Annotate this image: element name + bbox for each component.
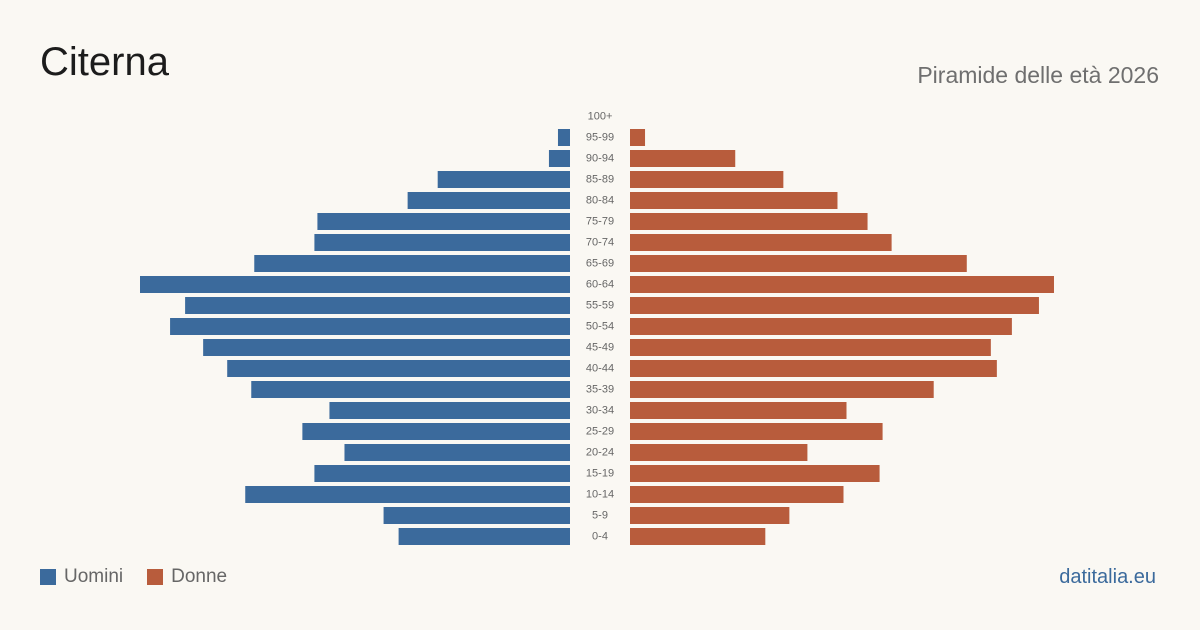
bar-men-95-99	[557, 129, 570, 146]
bar-women-95-99	[630, 129, 646, 146]
bar-men-60-64	[140, 276, 570, 293]
bar-men-90-94	[548, 150, 570, 167]
bar-men-65-69	[254, 255, 570, 272]
legend-item-men: Uomini	[40, 566, 123, 588]
bar-women-75-79	[630, 213, 868, 230]
age-group-label: 85-89	[586, 173, 614, 185]
age-group-label: 50-54	[586, 320, 614, 332]
bar-women-15-19	[630, 465, 880, 482]
bar-women-25-29	[630, 423, 883, 440]
bar-women-20-24	[630, 444, 808, 461]
bar-men-25-29	[302, 423, 570, 440]
bar-men-35-39	[251, 381, 571, 398]
age-group-label: 0-4	[592, 530, 608, 542]
legend-label-women: Donne	[171, 566, 228, 587]
bar-men-85-89	[437, 171, 570, 188]
page-title: Citerna	[40, 40, 169, 84]
bar-men-50-54	[170, 318, 570, 335]
bar-men-15-19	[314, 465, 570, 482]
legend-swatch-women	[147, 569, 164, 585]
age-group-label: 75-79	[586, 215, 614, 227]
bar-men-45-49	[203, 339, 570, 356]
bar-men-40-44	[227, 360, 570, 377]
age-group-label: 90-94	[586, 152, 614, 164]
age-group-label: 40-44	[586, 362, 614, 374]
age-group-label: 5-9	[592, 509, 608, 521]
bar-men-0-4	[398, 528, 570, 545]
bar-women-45-49	[630, 339, 991, 356]
bar-women-80-84	[630, 192, 838, 209]
bar-men-80-84	[407, 192, 570, 209]
age-group-label: 60-64	[586, 278, 614, 290]
bar-men-5-9	[383, 507, 570, 524]
age-group-label: 100+	[588, 110, 613, 122]
legend: Uomini Donne	[40, 566, 251, 588]
age-group-label: 30-34	[586, 404, 614, 416]
bar-men-10-14	[245, 486, 570, 503]
bar-women-85-89	[630, 171, 784, 188]
legend-item-women: Donne	[147, 566, 227, 588]
age-group-label: 25-29	[586, 425, 614, 437]
bar-men-20-24	[344, 444, 570, 461]
bar-men-70-74	[314, 234, 570, 251]
age-group-label: 45-49	[586, 341, 614, 353]
age-group-label: 80-84	[586, 194, 614, 206]
bar-women-0-4	[630, 528, 766, 545]
bar-women-40-44	[630, 360, 997, 377]
bar-women-90-94	[630, 150, 736, 167]
age-group-label: 95-99	[586, 131, 614, 143]
bar-women-55-59	[630, 297, 1039, 314]
bar-women-10-14	[630, 486, 844, 503]
age-group-label: 70-74	[586, 236, 614, 248]
bar-women-50-54	[630, 318, 1012, 335]
bar-women-30-34	[630, 402, 847, 419]
bar-women-65-69	[630, 255, 967, 272]
bar-women-70-74	[630, 234, 892, 251]
age-group-label: 65-69	[586, 257, 614, 269]
chart-subtitle: Piramide delle età 2026	[917, 62, 1159, 88]
bar-men-55-59	[185, 297, 570, 314]
legend-label-men: Uomini	[64, 566, 124, 587]
bar-men-75-79	[317, 213, 570, 230]
age-group-label: 10-14	[586, 488, 614, 500]
bar-women-60-64	[630, 276, 1054, 293]
source-link[interactable]: datitalia.eu	[1059, 566, 1156, 588]
age-group-label: 35-39	[586, 383, 614, 395]
bar-men-30-34	[329, 402, 570, 419]
age-group-label: 15-19	[586, 467, 614, 479]
age-group-label: 55-59	[586, 299, 614, 311]
age-group-label: 20-24	[586, 446, 614, 458]
legend-swatch-men	[40, 569, 56, 585]
bar-women-5-9	[630, 507, 790, 524]
bar-women-35-39	[630, 381, 934, 398]
